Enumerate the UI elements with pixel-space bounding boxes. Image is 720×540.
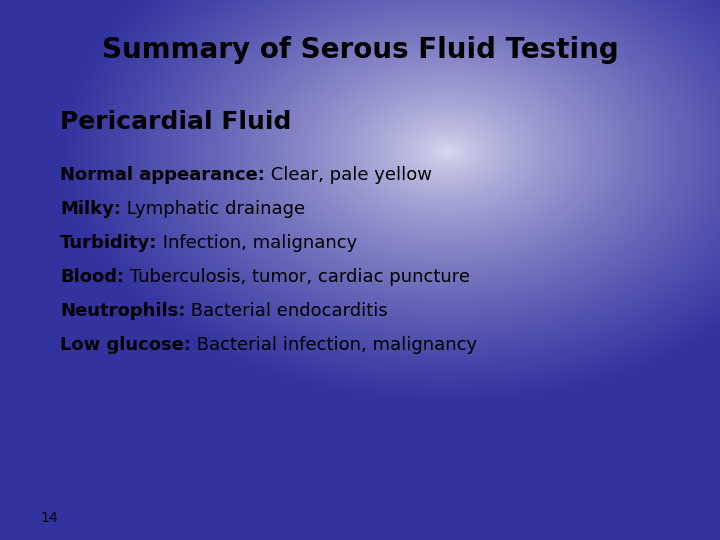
Text: Clear, pale yellow: Clear, pale yellow	[265, 166, 432, 184]
Text: 14: 14	[40, 511, 58, 525]
Text: Blood:: Blood:	[60, 268, 124, 286]
Text: Low glucose:: Low glucose:	[60, 336, 191, 354]
Text: Bacterial infection, malignancy: Bacterial infection, malignancy	[191, 336, 477, 354]
Text: Turbidity:: Turbidity:	[60, 234, 158, 252]
Text: Lymphatic drainage: Lymphatic drainage	[121, 200, 305, 218]
Text: Pericardial Fluid: Pericardial Fluid	[60, 110, 292, 134]
Text: Normal appearance:: Normal appearance:	[60, 166, 265, 184]
Text: Summary of Serous Fluid Testing: Summary of Serous Fluid Testing	[102, 36, 618, 64]
Text: Tuberculosis, tumor, cardiac puncture: Tuberculosis, tumor, cardiac puncture	[124, 268, 470, 286]
Text: Neutrophils:: Neutrophils:	[60, 302, 185, 320]
Text: Milky:: Milky:	[60, 200, 121, 218]
Text: Bacterial endocarditis: Bacterial endocarditis	[185, 302, 388, 320]
Text: Infection, malignancy: Infection, malignancy	[158, 234, 358, 252]
